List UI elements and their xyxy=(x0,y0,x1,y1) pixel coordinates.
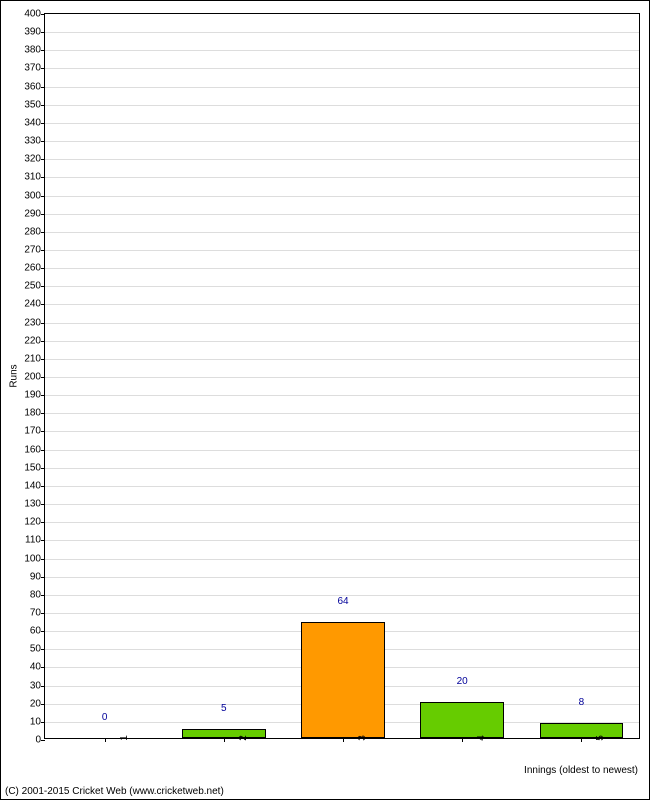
gridline xyxy=(45,214,639,215)
gridline xyxy=(45,177,639,178)
ytick-label: 20 xyxy=(30,698,45,709)
gridline xyxy=(45,87,639,88)
xtick-label: 5 xyxy=(581,735,606,741)
gridline xyxy=(45,68,639,69)
gridline xyxy=(45,32,639,33)
xtick-label: 1 xyxy=(105,735,130,741)
ytick-label: 160 xyxy=(24,444,45,455)
gridline xyxy=(45,486,639,487)
gridline xyxy=(45,304,639,305)
ytick-label: 320 xyxy=(24,154,45,165)
ytick-label: 60 xyxy=(30,626,45,637)
gridline xyxy=(45,359,639,360)
ytick-label: 80 xyxy=(30,589,45,600)
bar-value-label: 5 xyxy=(221,703,227,716)
gridline xyxy=(45,286,639,287)
gridline xyxy=(45,504,639,505)
ytick-label: 400 xyxy=(24,9,45,20)
ytick-label: 290 xyxy=(24,208,45,219)
ytick-label: 180 xyxy=(24,408,45,419)
ytick-label: 280 xyxy=(24,226,45,237)
ytick-label: 390 xyxy=(24,27,45,38)
ytick-label: 110 xyxy=(25,535,45,546)
gridline xyxy=(45,613,639,614)
ytick-label: 250 xyxy=(24,281,45,292)
gridline xyxy=(45,196,639,197)
gridline xyxy=(45,159,639,160)
bar xyxy=(420,702,503,738)
ytick-label: 130 xyxy=(24,499,45,510)
ytick-label: 0 xyxy=(35,735,45,746)
ytick-label: 30 xyxy=(30,680,45,691)
plot-area: 0102030405060708090100110120130140150160… xyxy=(44,13,640,739)
ytick-label: 100 xyxy=(24,553,45,564)
bar-value-label: 8 xyxy=(579,697,585,710)
gridline xyxy=(45,323,639,324)
bar-value-label: 0 xyxy=(102,712,108,725)
ytick-label: 270 xyxy=(24,244,45,255)
gridline xyxy=(45,522,639,523)
ytick-label: 230 xyxy=(24,317,45,328)
ytick-label: 260 xyxy=(24,263,45,274)
ytick-label: 350 xyxy=(24,99,45,110)
xtick-label: 3 xyxy=(343,735,368,741)
ytick-label: 300 xyxy=(24,190,45,201)
ytick-label: 340 xyxy=(24,117,45,128)
chart-frame: 0102030405060708090100110120130140150160… xyxy=(0,0,650,800)
ytick-label: 380 xyxy=(24,45,45,56)
ytick-label: 170 xyxy=(24,426,45,437)
gridline xyxy=(45,559,639,560)
gridline xyxy=(45,268,639,269)
x-axis-label: Innings (oldest to newest) xyxy=(524,765,638,776)
bar-value-label: 20 xyxy=(457,676,468,689)
ytick-label: 240 xyxy=(24,299,45,310)
gridline xyxy=(45,540,639,541)
ytick-label: 360 xyxy=(24,81,45,92)
gridline xyxy=(45,123,639,124)
ytick-label: 10 xyxy=(30,716,45,727)
y-axis-label: Runs xyxy=(9,364,20,387)
ytick-label: 190 xyxy=(24,390,45,401)
ytick-label: 120 xyxy=(24,517,45,528)
copyright-text: (C) 2001-2015 Cricket Web (www.cricketwe… xyxy=(5,786,224,797)
ytick-label: 220 xyxy=(24,335,45,346)
gridline xyxy=(45,577,639,578)
bar xyxy=(301,622,384,738)
ytick-label: 370 xyxy=(24,63,45,74)
bar-value-label: 64 xyxy=(337,596,348,609)
gridline xyxy=(45,250,639,251)
gridline xyxy=(45,395,639,396)
gridline xyxy=(45,141,639,142)
gridline xyxy=(45,232,639,233)
ytick-label: 50 xyxy=(30,644,45,655)
ytick-label: 70 xyxy=(30,607,45,618)
ytick-label: 330 xyxy=(24,136,45,147)
ytick-label: 310 xyxy=(24,172,45,183)
gridline xyxy=(45,468,639,469)
gridline xyxy=(45,450,639,451)
gridline xyxy=(45,431,639,432)
ytick-label: 90 xyxy=(30,571,45,582)
gridline xyxy=(45,341,639,342)
ytick-label: 40 xyxy=(30,662,45,673)
gridline xyxy=(45,413,639,414)
gridline xyxy=(45,105,639,106)
xtick-label: 2 xyxy=(224,735,249,741)
ytick-label: 200 xyxy=(24,372,45,383)
ytick-label: 210 xyxy=(24,353,45,364)
ytick-label: 140 xyxy=(24,480,45,491)
gridline xyxy=(45,377,639,378)
xtick-label: 4 xyxy=(462,735,487,741)
gridline xyxy=(45,50,639,51)
ytick-label: 150 xyxy=(24,462,45,473)
